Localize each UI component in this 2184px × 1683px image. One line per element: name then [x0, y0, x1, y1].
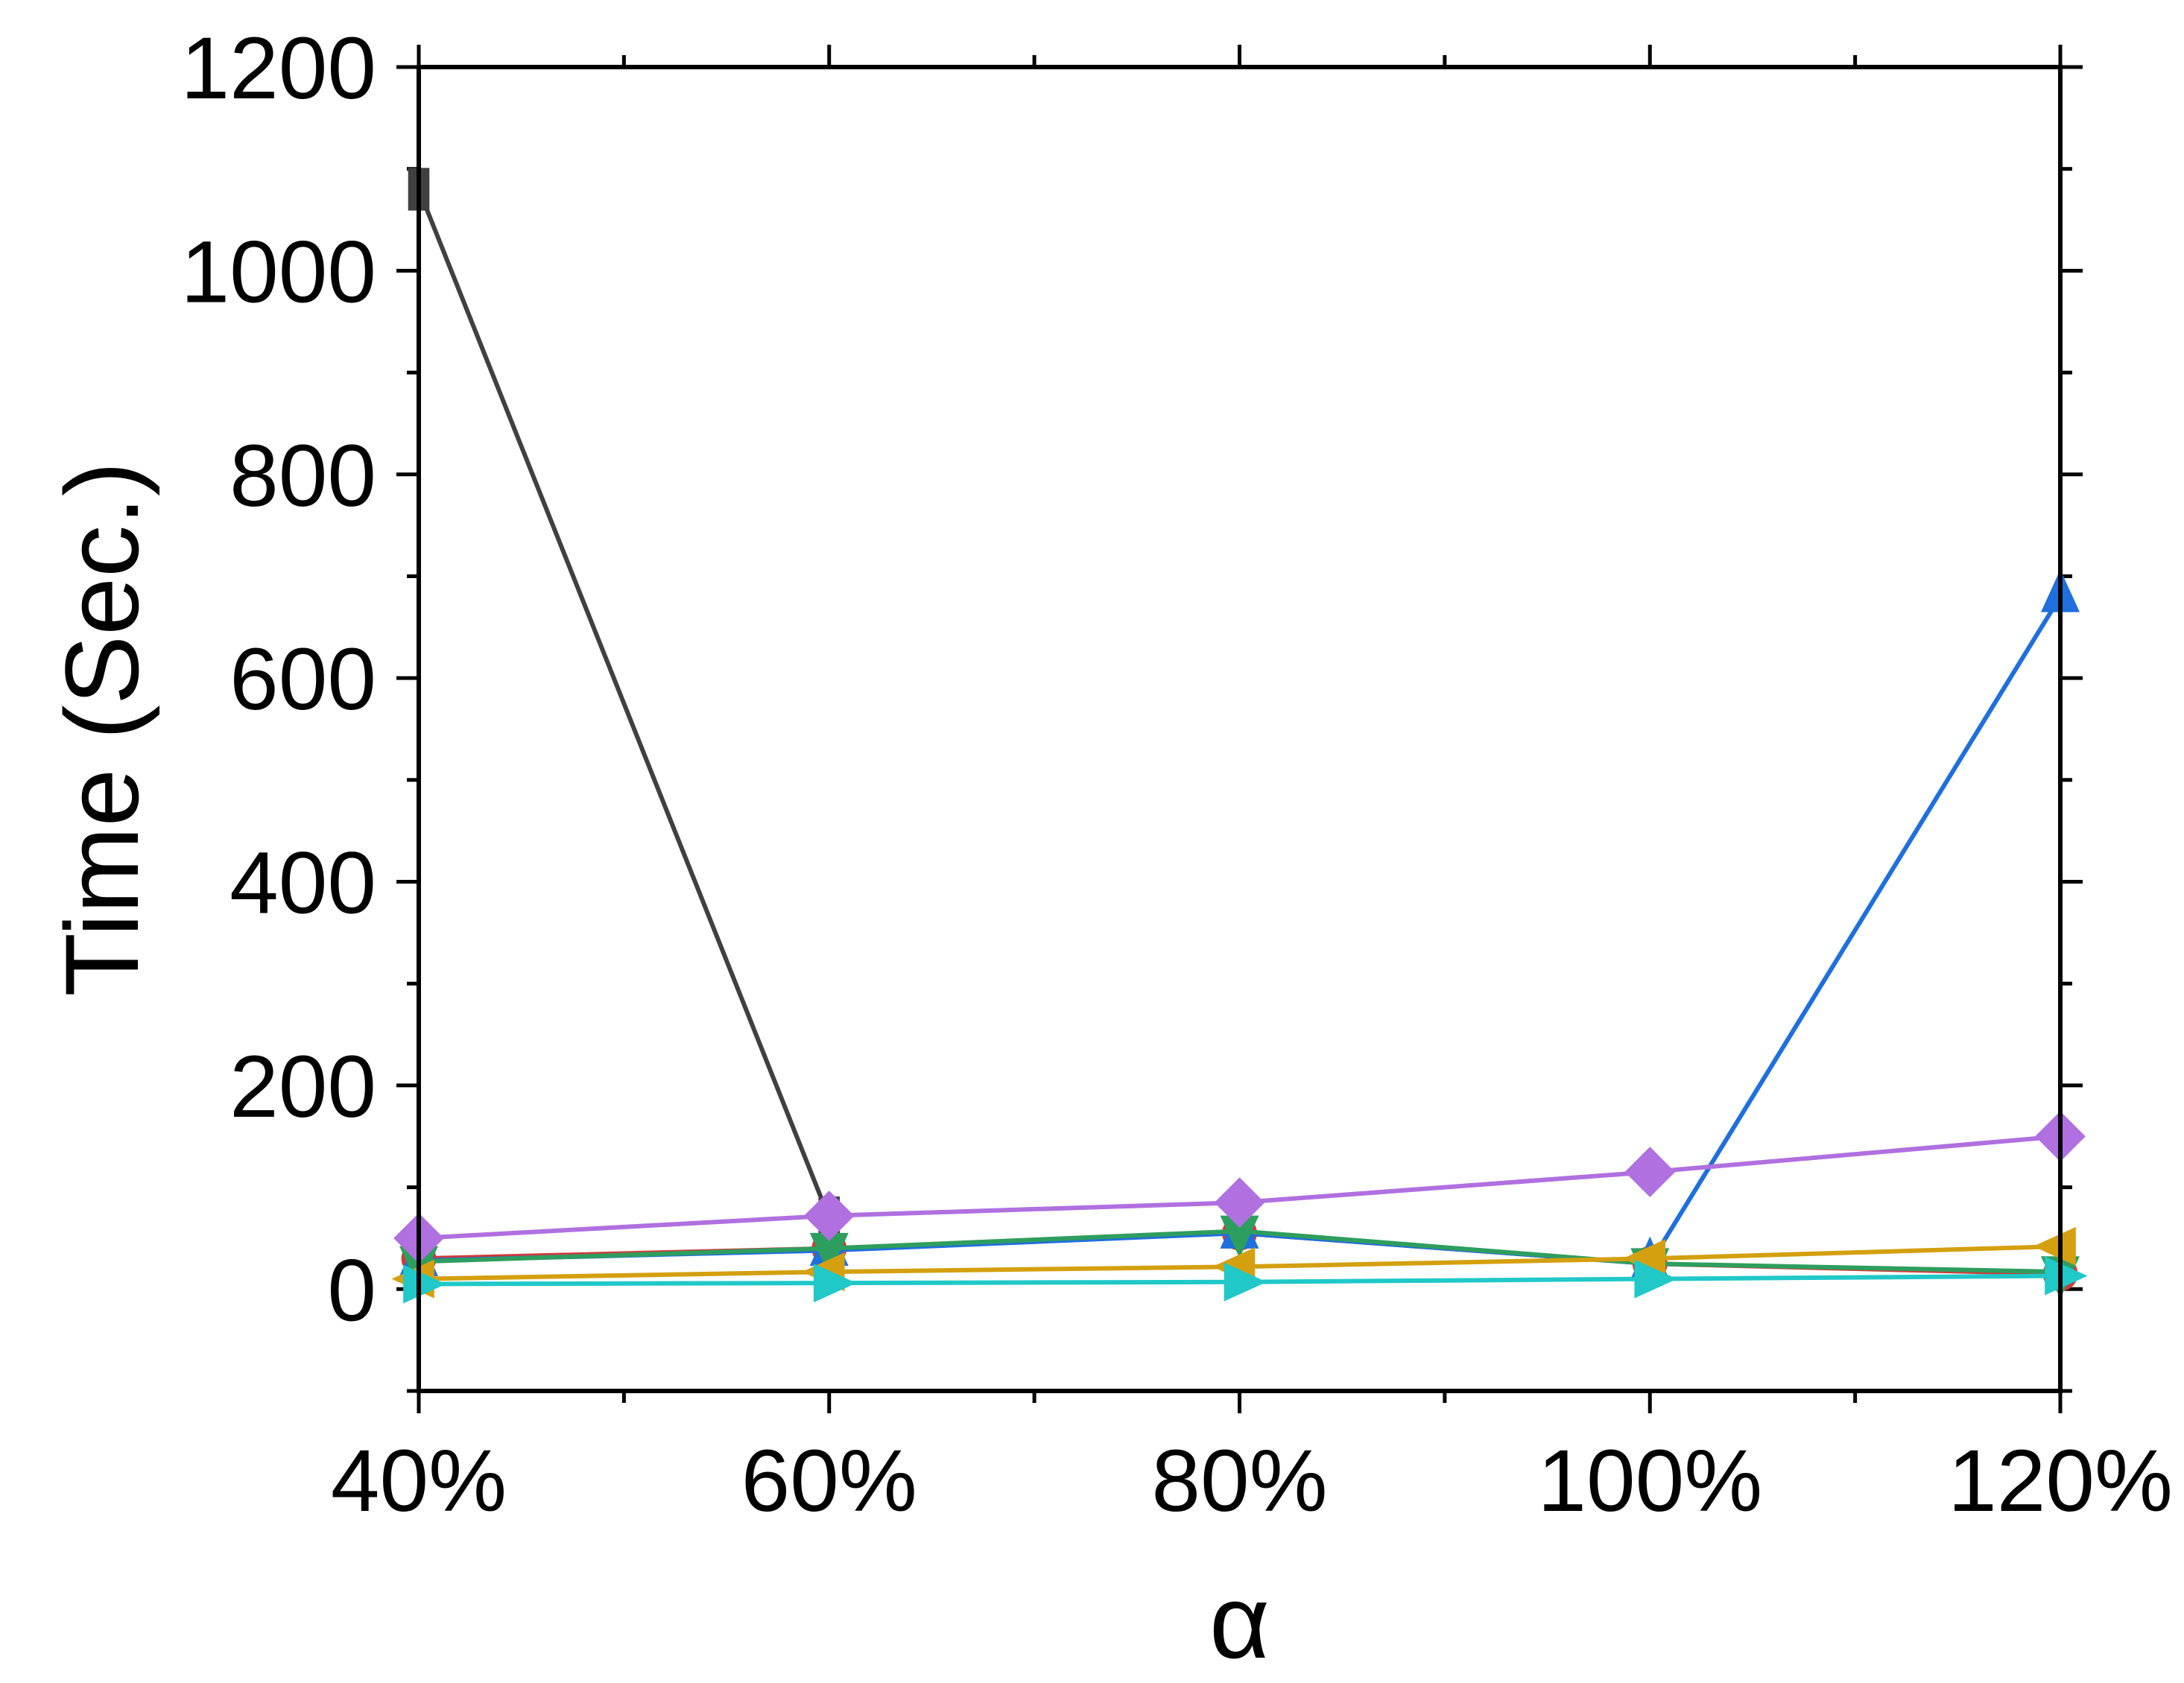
data-point — [813, 1264, 857, 1303]
series-group — [391, 168, 2088, 1304]
y-tick-labels: 0 200 400 600 800 1000 1200 — [180, 19, 376, 1340]
series-line — [418, 595, 2063, 1267]
y-tick-label: 200 — [230, 1038, 376, 1136]
x-tick-label: 60% — [741, 1432, 917, 1530]
data-point — [1622, 1239, 1666, 1278]
data-point — [1224, 1262, 1267, 1302]
data-point — [1214, 1177, 1265, 1228]
x-axis-title: α — [1209, 1563, 1270, 1680]
data-point — [1220, 1215, 1259, 1258]
series-4 — [393, 1111, 2086, 1264]
series-2 — [399, 569, 2080, 1279]
x-tick-label: 80% — [1151, 1432, 1327, 1530]
data-point — [2045, 1256, 2088, 1296]
y-tick-label: 600 — [230, 630, 376, 729]
data-point — [1634, 1259, 1677, 1299]
x-tick-label: 40% — [331, 1432, 507, 1530]
y-axis-title: Time (Sec.) — [43, 461, 160, 996]
data-point — [403, 1264, 446, 1304]
y-tick-label: 400 — [230, 834, 376, 933]
x-tick-label: 120% — [1948, 1432, 2173, 1530]
plot-frame — [417, 65, 2063, 1393]
series-line — [417, 188, 832, 1219]
series-0 — [408, 168, 841, 1240]
y-tick-label: 800 — [230, 427, 376, 525]
y-tick-label: 0 — [327, 1241, 376, 1340]
series-6 — [403, 1256, 2088, 1304]
series-5 — [391, 1226, 2076, 1299]
data-point — [1624, 1147, 1676, 1197]
x-tick-label: 100% — [1537, 1432, 1762, 1530]
data-point — [2033, 1226, 2076, 1266]
y-tick-label: 1000 — [180, 223, 376, 321]
data-point — [809, 1232, 849, 1276]
data-point — [803, 1191, 855, 1241]
x-tick-labels: 40% 60% 80% 100% 120% — [331, 1432, 2173, 1530]
y-tick-label: 1200 — [180, 19, 376, 118]
